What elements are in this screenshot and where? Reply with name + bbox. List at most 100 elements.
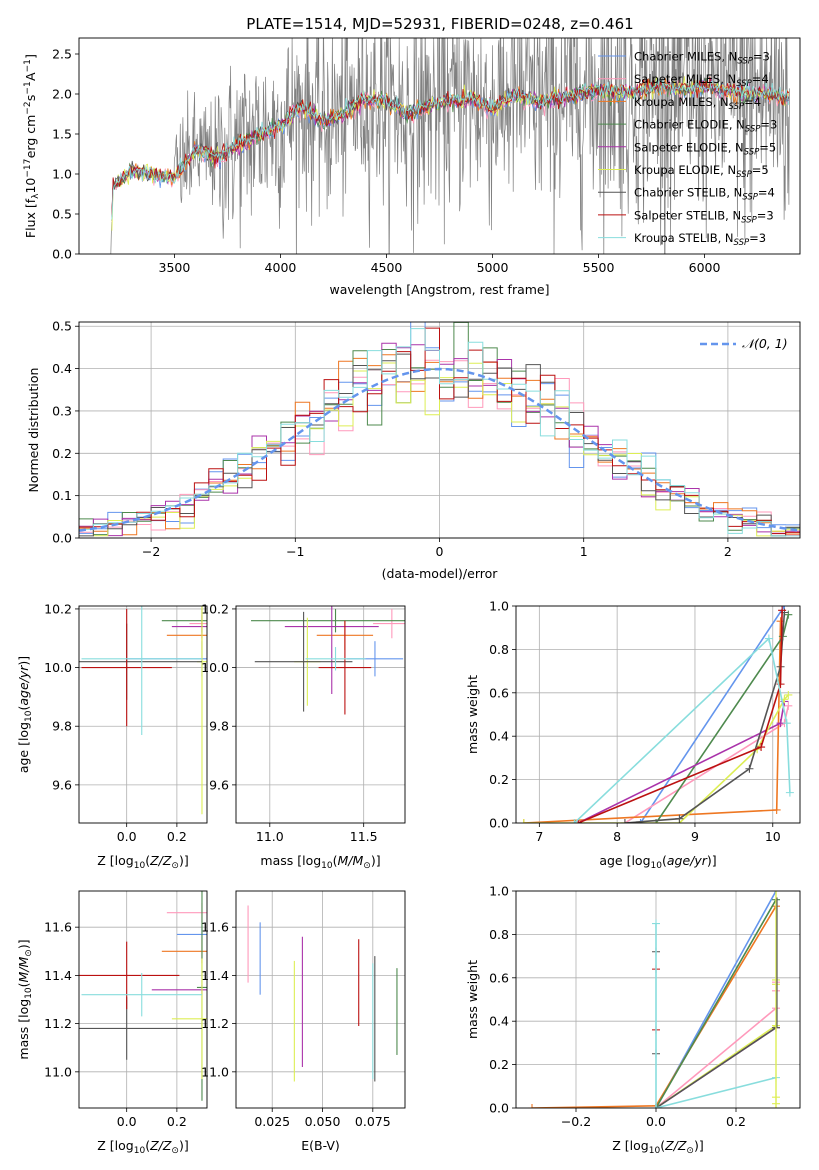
legend-label-sub: SSP (734, 238, 750, 248)
weight-line-kroupa_stelib (655, 1076, 777, 1108)
y-tick-label: 9.8 (52, 719, 72, 734)
panels-container: 3500 4000 4500 5000 5500 6000 0.0 0.5 1.0 1.5 2.0 2… (16, 37, 801, 1156)
y-tick-label: 0.4 (52, 361, 72, 376)
weight-marker-kroupa_elodie (519, 819, 528, 823)
mass_weight_vs_age-xlabel: age [log10(age/yr)] (599, 853, 716, 871)
label-part: )] (371, 853, 381, 868)
label-part: Z [log (97, 1138, 133, 1153)
y-tick-label: 0.0 (52, 531, 72, 546)
x-tick-label: −0.2 (561, 1114, 591, 1129)
label-part: mass [log (260, 853, 321, 868)
mass_vs_ebv-axes-frame (235, 890, 406, 1109)
y-tick-label: 0.8 (489, 642, 509, 657)
x-tick-label: 11.0 (256, 829, 284, 844)
legend-label-sub: SSP (742, 193, 758, 203)
ylabel-part: −1 (23, 59, 33, 72)
y-tick-label: 0.0 (52, 247, 72, 262)
weight-marker-kroupa_elodie (784, 690, 793, 699)
legend-label-salpeter_stelib: Salpeter STELIB, NSSP=3 (634, 208, 774, 225)
legend-label-tail: =5 (752, 163, 769, 177)
mass_vs_Z-axes: 0.0 0.2 11.0 11.2 11.4 11.6 (44, 891, 207, 1129)
legend-label-chabrier_miles: Chabrier MILES, NSSP=3 (634, 50, 770, 67)
label-sub: 10 (649, 1146, 661, 1156)
y-tick-label: 11.2 (44, 1016, 72, 1031)
weight-marker-kroupa_stelib (570, 819, 579, 823)
legend-label-part: Chabrier STELIB, N (634, 186, 742, 200)
label-sub: ⊙ (24, 949, 34, 957)
x-tick-label: 2 (724, 544, 732, 559)
weight-marker-kroupa_stelib (764, 634, 773, 643)
legend-label-salpeter_elodie: Salpeter ELODIE, NSSP=5 (634, 140, 776, 157)
residual-axes-frame (78, 321, 801, 539)
legend-label-tail: =3 (753, 50, 770, 64)
y-tick-label: 0.3 (52, 403, 72, 418)
weight-line-chabrier_stelib (655, 1027, 777, 1108)
legend-label-tail: =3 (749, 231, 766, 245)
figure-title: PLATE=1514, MJD=52931, FIBERID=0248, z=0… (246, 15, 633, 33)
ylabel-part: s (23, 95, 38, 102)
x-tick-label: −2 (142, 544, 160, 559)
label-part: ( (145, 853, 150, 868)
legend-label-kroupa_stelib: Kroupa STELIB, NSSP=3 (634, 231, 766, 248)
spectrum-axes-frame (78, 37, 801, 255)
legend-label-part: Salpeter STELIB, N (634, 208, 741, 222)
legend-label-kroupa_miles: Kroupa MILES, NSSP=4 (634, 95, 761, 112)
weight-marker-kroupa_stelib (785, 788, 794, 797)
age_vs_Z-plot (79, 606, 207, 815)
legend-label-part: Salpeter ELODIE, N (634, 140, 744, 154)
x-tick-label: 0 (436, 544, 444, 559)
x-tick-label: 0.0 (117, 1114, 137, 1129)
legend-label-sub: SSP (736, 79, 752, 89)
residual-ylabel: Normed distribution (26, 368, 41, 493)
label-part: ( (333, 853, 338, 868)
label-italic: age/yr (16, 665, 31, 706)
model-spectrum-salpeter_stelib (111, 76, 790, 215)
label-part: )] (179, 1138, 189, 1153)
x-tick-label: 5000 (477, 260, 509, 275)
ylabel-part: −2 (23, 101, 33, 114)
weight-marker-kroupa_miles (772, 805, 781, 814)
ylabel-part: λ (31, 193, 41, 199)
mass_weight_vs_age-ylabel: mass weight (465, 675, 480, 754)
legend-label-part: Chabrier ELODIE, N (634, 118, 745, 132)
x-tick-label: 10 (765, 829, 781, 844)
ylabel-part: −17 (23, 159, 33, 178)
weight-line-salpeter_miles (655, 1007, 777, 1108)
label-part: ( (16, 706, 31, 711)
x-tick-label: 0.0 (646, 1114, 666, 1129)
weight-marker-chabrier_stelib (620, 819, 629, 823)
legend-label-chabrier_stelib: Chabrier STELIB, NSSP=4 (634, 186, 775, 203)
legend-label-tail: =4 (752, 72, 769, 86)
y-tick-label: 11.4 (44, 968, 72, 983)
mass_vs_ebv-xlabel: E(B-V) (301, 1138, 340, 1153)
ylabel-part: ] (23, 54, 38, 59)
mass_vs_Z-axes-frame (78, 890, 208, 1109)
residuals-axes: −2 −1 0 1 2 0.0 0.1 0.2 0.3 0.4 0.5 (52, 319, 800, 559)
y-tick-label: 0.6 (489, 970, 509, 985)
age_vs_mass-xlabel: mass [log10(M/M⊙)] (260, 853, 380, 871)
x-tick-label: 0.075 (355, 1114, 391, 1129)
label-part: ( (662, 853, 667, 868)
model-spectrum-chabrier_stelib (111, 75, 790, 217)
weight-marker-salpeter_stelib (757, 743, 766, 752)
weight-marker-chabrier_stelib (675, 814, 684, 823)
label-part: )] (707, 853, 717, 868)
normal-reference-curve (79, 367, 798, 532)
y-tick-label: 10.2 (44, 601, 72, 616)
label-part: Z [log (612, 1138, 648, 1153)
label-italic: age/yr (667, 853, 708, 868)
label-part: ( (16, 982, 31, 987)
label-part: age [log (599, 853, 650, 868)
y-tick-label: 2.0 (52, 87, 72, 102)
label-italic: M/M (338, 853, 364, 868)
residual-plot (79, 322, 800, 537)
legend-label-part: Kroupa STELIB, N (634, 231, 734, 245)
y-tick-label: 0.6 (489, 685, 509, 700)
weight-line-chabrier_elodie (655, 899, 777, 1108)
weight-line-kroupa_miles (531, 905, 777, 1108)
y-tick-label: 2.5 (52, 47, 72, 62)
legend-label-tail: =3 (760, 118, 777, 132)
y-tick-label: 1.0 (489, 599, 509, 614)
label-part: )] (694, 1138, 704, 1153)
y-tick-label: 10.2 (201, 601, 229, 616)
